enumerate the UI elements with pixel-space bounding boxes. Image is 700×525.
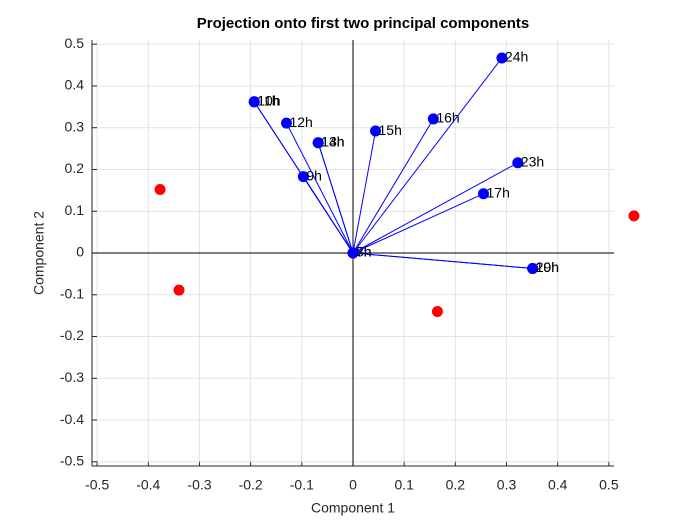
vector-line (286, 122, 354, 254)
chart-title: Projection onto first two principal comp… (197, 15, 530, 32)
score-point (154, 184, 166, 196)
x-tick-label: -0.2 (239, 477, 263, 493)
vector-line (352, 57, 503, 254)
vector-label: 12h (289, 114, 312, 130)
vector-label: 11h (257, 93, 279, 109)
vector-label: 8h (356, 244, 372, 260)
y-tick-label: -0.3 (60, 369, 84, 385)
vector-point (248, 96, 260, 108)
vector-label: 19h (536, 259, 559, 275)
vector-point (512, 157, 524, 169)
vector-point (527, 262, 539, 274)
y-tick-label: -0.1 (60, 285, 84, 301)
x-tick-label: -0.1 (290, 477, 314, 493)
x-tick-label: 0.3 (497, 477, 517, 493)
vector-label: 7h (356, 244, 372, 260)
y-tick-label: 0.2 (65, 160, 85, 176)
y-tick-label: 0.1 (65, 202, 85, 218)
y-tick-label: 0.4 (65, 77, 85, 93)
vector-point (312, 137, 324, 149)
vector-point (427, 113, 439, 125)
y-tick-label: -0.4 (60, 411, 84, 427)
vector-label: 14h (321, 133, 344, 149)
vector-line (352, 193, 484, 254)
vector-line (352, 118, 434, 254)
y-tick-label: 0.3 (65, 118, 85, 134)
y-tick-label: -0.5 (60, 453, 84, 469)
score-point (173, 284, 185, 296)
vector-label: 13h (321, 133, 344, 149)
y-tick-label: 0.5 (65, 35, 85, 51)
vector-label: 17h (487, 184, 510, 200)
vector-label: 9h (306, 167, 322, 183)
x-tick-label: -0.5 (85, 477, 109, 493)
vector-label: 24h (505, 49, 528, 65)
x-tick-label: -0.3 (187, 477, 211, 493)
vector-label: 23h (521, 153, 544, 169)
score-point (628, 210, 640, 222)
vector-line (352, 252, 533, 269)
x-tick-label: 0.1 (394, 477, 414, 493)
vector-point (496, 52, 508, 64)
vector-point (370, 125, 382, 137)
x-axis-label: Component 1 (311, 500, 395, 516)
vector-label: 10h (257, 93, 280, 109)
x-tick-label: 0.4 (548, 477, 568, 493)
x-tick-label: -0.4 (136, 477, 160, 493)
vector-line (317, 142, 354, 254)
y-axis-label: Component 2 (31, 211, 47, 295)
vector-label: 15h (379, 122, 402, 138)
y-tick-label: -0.2 (60, 327, 84, 343)
vector-point (478, 188, 489, 200)
x-tick-label: 0.2 (446, 477, 466, 493)
x-tick-label: 0.5 (599, 477, 619, 493)
y-tick-label: 0 (76, 244, 84, 260)
vector-label: 20h (536, 259, 559, 275)
score-point (431, 305, 443, 317)
vector-line (253, 101, 354, 254)
x-tick-label: 0 (349, 477, 357, 493)
vector-line (352, 130, 377, 254)
vector-line (352, 162, 519, 254)
vector-point (280, 117, 292, 129)
